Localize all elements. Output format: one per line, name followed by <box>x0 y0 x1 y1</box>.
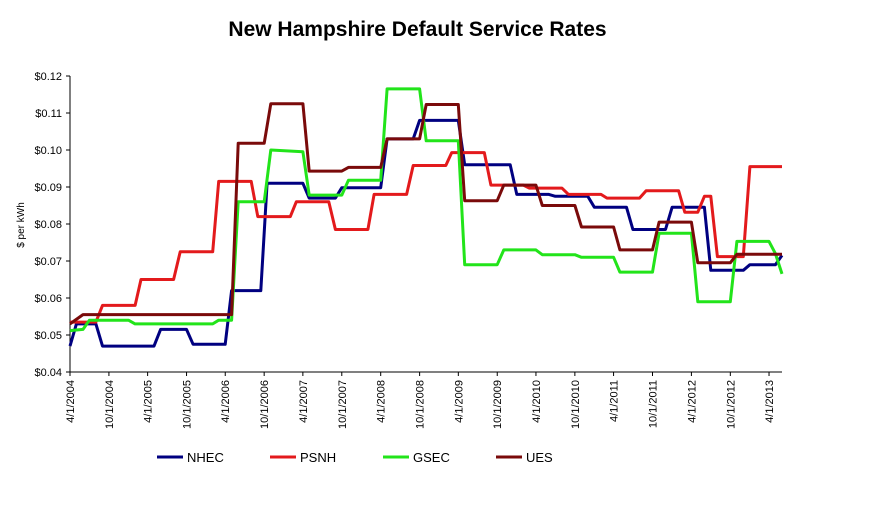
x-tick-label: 10/1/2006 <box>259 380 271 429</box>
series-line-psnh <box>70 151 782 324</box>
x-tick-label: 4/1/2011 <box>609 380 621 422</box>
y-tick-label: $0.09 <box>34 182 62 194</box>
series-line-ues <box>69 102 782 326</box>
x-tick-label: 4/1/2006 <box>220 380 232 423</box>
x-axis-ticks: 4/1/2004 10/1/2004 4/1/2005 10/1/2005 4/1/20… <box>65 372 776 429</box>
y-tick-label: $0.05 <box>34 330 62 342</box>
x-tick-label: 10/1/2009 <box>492 380 504 429</box>
legend-label-gsec: GSEC <box>413 450 450 465</box>
x-tick-label: 4/1/2008 <box>376 380 388 423</box>
legend-label-psnh: PSNH <box>300 450 336 465</box>
x-tick-label: 4/1/2005 <box>143 380 155 423</box>
x-tick-label: 4/1/2013 <box>764 380 776 423</box>
plot-series <box>68 87 784 348</box>
x-tick-label: 4/1/2009 <box>453 380 465 423</box>
y-tick-label: $0.07 <box>34 256 62 268</box>
x-tick-label: 10/1/2004 <box>104 380 116 429</box>
x-tick-label: 4/1/2007 <box>298 380 310 423</box>
y-tick-label: $0.06 <box>34 293 62 305</box>
y-tick-label: $0.04 <box>34 367 62 379</box>
x-tick-label: 4/1/2012 <box>686 380 698 423</box>
y-axis-label: $ per kWh <box>16 202 27 248</box>
y-axis-ticks: $0.04 $0.05 $0.06 $0.07 $0.08 $0.09 $0.10 $0.11… <box>34 71 70 379</box>
y-tick-label: $0.11 <box>35 108 62 120</box>
legend-label-nhec: NHEC <box>187 450 224 465</box>
y-tick-label: $0.12 <box>34 71 62 83</box>
legend-label-ues: UES <box>526 450 553 465</box>
x-tick-label: 10/1/2007 <box>337 380 349 429</box>
series-line-nhec <box>68 118 784 348</box>
x-tick-label: 4/1/2010 <box>531 380 543 423</box>
series-line-gsec <box>69 87 784 333</box>
x-tick-label: 10/1/2011 <box>647 380 659 428</box>
x-tick-label: 10/1/2010 <box>570 380 582 429</box>
x-tick-label: 4/1/2004 <box>65 380 77 423</box>
x-tick-label: 10/1/2012 <box>725 380 737 429</box>
y-tick-label: $0.08 <box>34 219 62 231</box>
x-tick-label: 10/1/2008 <box>415 380 427 429</box>
legend: NHEC PSNH GSEC UES <box>157 450 553 465</box>
y-tick-label: $0.10 <box>34 145 62 157</box>
x-tick-label: 10/1/2005 <box>182 380 194 429</box>
chart-title: New Hampshire Default Service Rates <box>228 18 607 41</box>
